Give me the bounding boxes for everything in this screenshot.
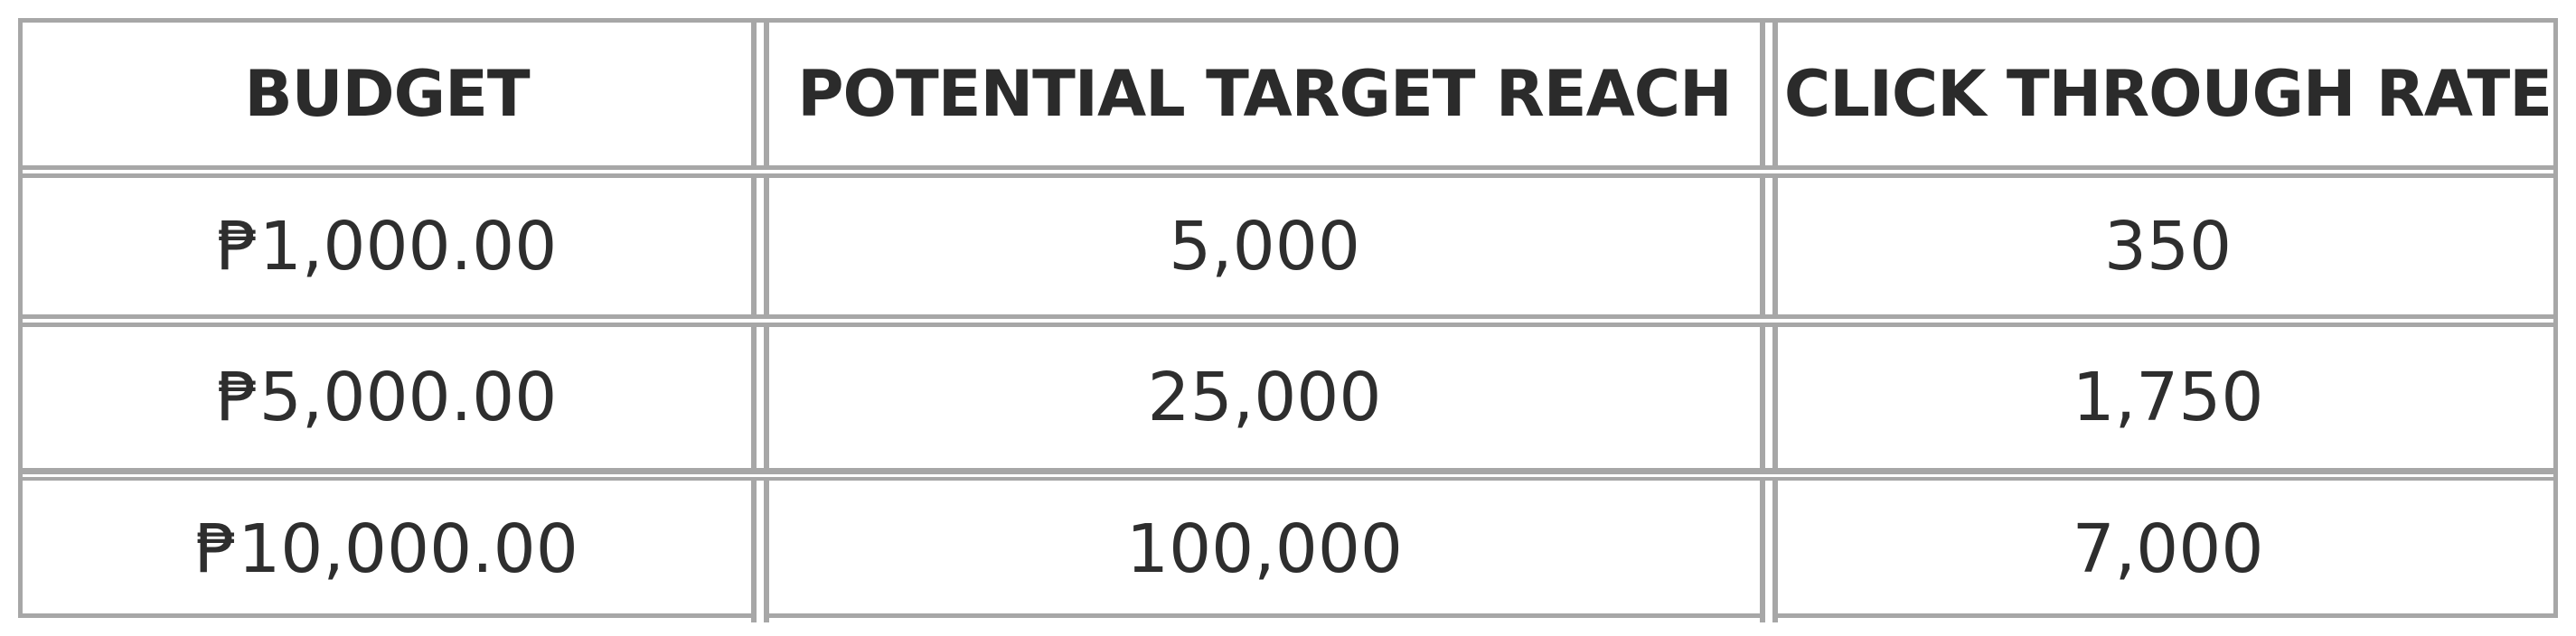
table-cell-ctr: 1,750 [2072, 359, 2264, 436]
table-cell-reach: 5,000 [1169, 207, 1360, 285]
table-cell-reach: 100,000 [1125, 510, 1403, 588]
table-cell-reach: 25,000 [1147, 359, 1382, 436]
header-budget: BUDGET [244, 57, 530, 131]
table-cell-budget: ₱10,000.00 [195, 510, 578, 588]
row-divider [23, 468, 2553, 481]
table-cell-budget: ₱5,000.00 [216, 359, 558, 436]
table-cell-ctr: 7,000 [2072, 510, 2264, 588]
ad-budget-table: BUDGET POTENTIAL TARGET REACH CLICK THRO… [18, 18, 2558, 622]
table-cell-ctr: 350 [2103, 207, 2233, 285]
table-cell-budget: ₱1,000.00 [216, 207, 558, 285]
row-divider [23, 165, 2553, 178]
header-potential-target-reach: POTENTIAL TARGET REACH [797, 57, 1733, 131]
row-divider [23, 314, 2553, 327]
header-click-through-rate: CLICK THROUGH RATE [1783, 57, 2552, 131]
